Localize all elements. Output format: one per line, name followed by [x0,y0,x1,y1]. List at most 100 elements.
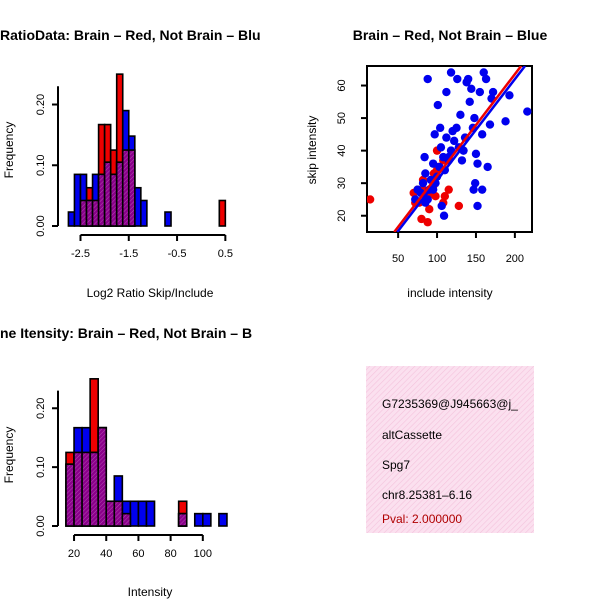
intensity-histogram-bar-not-brain-10 [145,500,156,527]
ratio-histogram-bar-overlap-4 [103,161,112,227]
scatter-y-tick-label-3: 50 [336,112,348,124]
scatter-y-tick-label-1: 30 [336,177,348,189]
intensity-histogram-bar-not-brain-14 [218,512,228,527]
scatter-y-tick-label-0: 20 [336,210,348,222]
ratio-histogram-x-tick-label-0: -2.5 [71,248,90,260]
scatter-point-not-brain-12 [436,143,446,152]
info-line-id: G7235369@J945663@j_ [382,397,518,411]
ratio-histogram-panel: RatioData: Brain – Red, Not Brain – Blu … [0,27,261,300]
scatter-point-not-brain-57 [505,91,514,100]
info-line-type: altCassette [382,428,442,442]
intensity-histogram-bar-not-brain-8 [129,500,140,527]
scatter-point-not-brain-20 [452,123,461,133]
ratio-histogram-y-tick-label-0: 0.00 [35,215,47,236]
scatter-point-not-brain-5 [423,195,432,204]
scatter-point-not-brain-3 [418,178,428,188]
intensity-histogram-y-tick-label-2: 0.20 [35,398,47,419]
scatter-point-brain-14 [440,191,450,201]
ratio-histogram-bar-brain-9 [218,199,227,227]
ratio-histogram-bar-overlap-5 [109,173,118,227]
ratio-histogram-bars [67,73,227,227]
ratio-histogram-bar-not-brain-13 [164,211,172,227]
intensity-histogram-xlabel: Intensity [128,585,173,599]
intensity-histogram-title: ne Itensity: Brain – Red, Not Brain – B [0,325,252,341]
ratio-histogram-x-tick-label-3: 0.5 [218,248,233,260]
scatter-x-tick-label-0: 50 [392,253,404,265]
scatter-point-not-brain-47 [421,169,430,178]
scatter-point-not-brain-58 [523,107,532,116]
info-line-location: chr8.25381–6.16 [382,488,472,502]
ratio-histogram-bar-overlap-2 [91,199,100,227]
scatter-point-not-brain-42 [446,68,456,77]
scatter-point-brain-12 [444,185,453,194]
ratio-histogram-bar-not-brain-1 [73,173,82,227]
intensity-histogram-bar-overlap-4 [97,426,108,527]
ratio-histogram-bar-overlap-3 [97,173,106,227]
scatter-point-not-brain-52 [470,178,480,188]
scatter-point-not-brain-33 [473,159,482,168]
scatter-axes: 50 100 150 200 20 30 40 50 60 [336,79,524,265]
scatter-y-tick-label-2: 40 [336,145,348,157]
intensity-histogram-bar-overlap-8 [177,512,188,527]
intensity-histogram-bar-not-brain-12 [193,512,204,527]
scatter-fit-line-brain-fit [393,66,523,232]
intensity-histogram-bar-not-brain-13 [202,512,212,527]
ratio-histogram-xlabel: Log2 Ratio Skip/Include [87,286,214,300]
scatter-fit-line-not-brain-fit [396,66,526,232]
ratio-histogram-bar-overlap-0 [79,199,88,227]
scatter-point-not-brain-48 [437,201,446,211]
intensity-histogram-bar-overlap-1 [73,451,83,527]
scatter-point-not-brain-59 [420,152,429,162]
scatter-point-not-brain-51 [469,185,478,194]
scatter-xlabel: include intensity [407,286,492,300]
ratio-histogram-bar-not-brain-12 [140,199,148,227]
scatter-point-brain-15 [417,214,426,224]
intensity-histogram-x-tick-label-0: 20 [68,548,80,560]
intensity-histogram-x-tick-label-1: 40 [100,548,112,560]
scatter-point-not-brain-15 [442,133,451,142]
scatter-ylabel: skip intensity [305,116,319,185]
scatter-title: Brain – Red, Not Brain – Blue [353,27,548,43]
intensity-histogram-bars [65,378,228,527]
scatter-point-not-brain-55 [488,87,498,97]
scatter-point-not-brain-32 [471,149,481,159]
scatter-point-brain-0 [367,195,375,204]
ratio-histogram-x-tick-label-2: -0.5 [168,248,187,260]
scatter-point-not-brain-23 [457,156,467,165]
scatter-point-not-brain-38 [483,162,492,172]
intensity-histogram-x-tick-label-2: 60 [132,548,144,560]
scatter-point-not-brain-27 [463,74,473,84]
info-pval: Pval: 2.000000 [382,512,462,526]
intensity-histogram-x-tick-label-3: 80 [164,548,176,560]
ratio-histogram-bar-not-brain-11 [134,186,142,227]
intensity-scatter-panel: Brain – Red, Not Brain – Blue 50 100 150 20… [305,27,547,300]
scatter-point-not-brain-45 [423,74,432,84]
ratio-histogram-bar-not-brain-0 [67,211,76,227]
intensity-histogram-bar-overlap-2 [81,451,91,527]
scatter-point-not-brain-37 [481,74,491,84]
intensity-histogram-bar-overlap-3 [89,451,99,527]
intensity-histogram-x-tick-label-4: 100 [194,548,212,560]
ratio-histogram-ylabel: Frequency [2,122,16,179]
intensity-histogram-bar-not-brain-9 [137,500,148,527]
intensity-histogram-bar-overlap-0 [65,463,75,527]
scatter-point-not-brain-34 [475,87,485,97]
scatter-plot-area [367,66,532,232]
scatter-point-not-brain-44 [430,130,439,139]
ratio-histogram-y-tick-label-1: 0.10 [35,155,47,176]
scatter-x-tick-label-2: 150 [467,253,485,265]
scatter-point-not-brain-28 [465,97,474,107]
ratio-histogram-y-tick-label-2: 0.20 [35,94,47,115]
scatter-point-not-brain-49 [439,211,449,220]
scatter-point-brain-7 [431,191,440,201]
ratio-histogram-bar-overlap-7 [121,149,130,227]
scatter-points [367,66,532,232]
scatter-plot-frame [366,65,533,233]
intensity-histogram-bar-overlap-5 [105,500,116,527]
intensity-histogram-y-tick-label-0: 0.00 [35,515,47,536]
ratio-histogram-bar-overlap-1 [85,199,94,227]
scatter-point-not-brain-46 [433,100,443,110]
scatter-point-brain-17 [425,205,434,214]
scatter-x-tick-label-3: 200 [506,253,524,265]
scatter-point-not-brain-41 [442,87,451,97]
